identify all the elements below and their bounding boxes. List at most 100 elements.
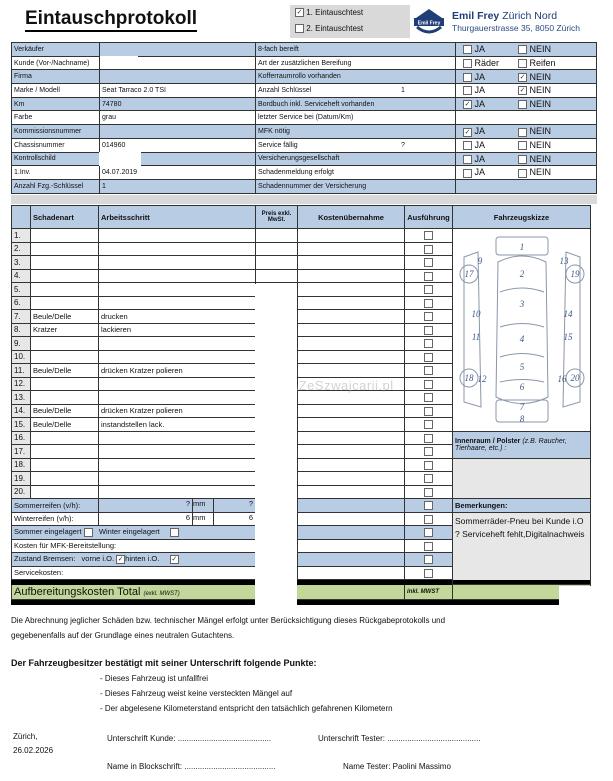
ausfuehrung-checkbox[interactable] [424, 487, 433, 497]
damage-type[interactable] [30, 444, 99, 459]
field-value[interactable]: 74780 [99, 96, 256, 112]
ausfuehrung-checkbox[interactable] [424, 474, 433, 483]
cost-cell[interactable] [297, 255, 405, 270]
cost-cell[interactable] [297, 471, 405, 486]
checkbox-nein[interactable] [518, 100, 527, 110]
ausfuehrung-checkbox[interactable] [424, 271, 433, 281]
damage-type[interactable]: Beule/Delle [30, 363, 99, 378]
field-value[interactable]: 1 [99, 178, 256, 194]
work-step[interactable] [98, 376, 256, 391]
test-option-2[interactable]: 2. Eintauschtest [295, 24, 363, 34]
price-cell[interactable] [255, 241, 298, 256]
signature-tester[interactable]: Unterschrift Tester: ...................… [318, 734, 481, 743]
cost-cell[interactable] [297, 268, 405, 283]
ausfuehrung-checkbox[interactable] [424, 244, 433, 254]
damage-type[interactable] [30, 349, 99, 364]
brakes-front-checkbox[interactable]: ✓ [116, 555, 126, 564]
damage-type[interactable] [30, 390, 99, 405]
checkbox-nein[interactable]: ✓ [518, 86, 527, 96]
remarks-text[interactable]: Sommerräder-Pneu bei Kunde i.O ? Service… [452, 511, 591, 585]
cost-cell[interactable] [297, 336, 405, 351]
price-cell[interactable] [255, 228, 298, 243]
checkbox-nein[interactable]: ✓ [518, 72, 527, 82]
field-value[interactable]: Seat Tarraco 2.0 TSI [99, 83, 256, 98]
field-value[interactable]: 04.07.2019 [99, 165, 256, 180]
cost-cell[interactable] [297, 228, 405, 243]
cost-cell[interactable] [297, 241, 405, 256]
checkbox-ja[interactable] [463, 86, 472, 96]
checkbox-ja[interactable] [463, 154, 472, 164]
work-step[interactable] [98, 349, 256, 364]
damage-type[interactable]: Beule/Delle [30, 309, 99, 324]
cost-cell[interactable] [297, 322, 405, 337]
ausfuehrung-checkbox[interactable] [424, 406, 433, 416]
cost-cell[interactable] [297, 417, 405, 432]
ausfuehrung-checkbox[interactable] [424, 258, 433, 267]
damage-type[interactable] [30, 241, 99, 256]
ausfuehrung-checkbox[interactable] [424, 460, 433, 470]
checkbox-nein[interactable] [518, 127, 527, 137]
work-step[interactable] [98, 471, 256, 486]
field-value[interactable] [99, 69, 256, 85]
checkbox-räder[interactable] [463, 59, 472, 69]
checkbox-ja[interactable] [463, 45, 472, 55]
work-step[interactable] [98, 444, 256, 459]
ausfuehrung-checkbox[interactable] [424, 447, 433, 456]
cost-cell[interactable] [297, 484, 405, 499]
ausfuehrung-checkbox[interactable] [424, 325, 433, 335]
damage-type[interactable]: Kratzer [30, 322, 99, 337]
ausfuehrung-checkbox[interactable] [424, 352, 433, 362]
work-step[interactable]: drücken Kratzer polieren [98, 403, 256, 418]
work-step[interactable]: drucken [98, 309, 256, 324]
damage-type[interactable] [30, 336, 99, 351]
ausfuehrung-checkbox[interactable] [424, 231, 433, 240]
checkbox-nein[interactable] [518, 168, 527, 178]
ausfuehrung-checkbox[interactable] [424, 541, 433, 551]
damage-type[interactable] [30, 228, 99, 243]
cost-cell[interactable] [297, 444, 405, 459]
brakes-rear-checkbox[interactable]: ✓ [169, 555, 179, 564]
work-step[interactable] [98, 457, 256, 472]
price-cell[interactable] [255, 268, 298, 283]
cost-cell[interactable] [297, 457, 405, 472]
work-step[interactable] [98, 430, 256, 445]
ausfuehrung-checkbox[interactable] [424, 433, 433, 443]
ausfuehrung-checkbox[interactable] [424, 339, 433, 348]
cost-cell[interactable] [297, 295, 405, 310]
field-value[interactable] [99, 42, 256, 57]
damage-type[interactable] [30, 282, 99, 297]
checkbox-ja[interactable] [463, 141, 472, 151]
field-value[interactable] [99, 124, 256, 139]
damage-type[interactable]: Beule/Delle [30, 403, 99, 418]
damage-type[interactable] [30, 268, 99, 283]
work-step[interactable]: lackieren [98, 322, 256, 337]
checkbox-nein[interactable] [518, 141, 527, 151]
checkbox-ja[interactable] [463, 168, 472, 178]
damage-type[interactable] [30, 255, 99, 270]
winter-stored-checkbox[interactable] [170, 528, 180, 537]
ausfuehrung-checkbox[interactable] [424, 420, 433, 429]
work-step[interactable]: drücken Kratzer polieren [98, 363, 256, 378]
damage-type[interactable] [30, 430, 99, 445]
summer-stored-checkbox[interactable] [83, 528, 93, 537]
ausfuehrung-checkbox[interactable] [424, 528, 433, 537]
ausfuehrung-checkbox[interactable] [424, 285, 433, 294]
price-cell[interactable] [255, 255, 298, 270]
ausfuehrung-checkbox[interactable] [424, 393, 433, 402]
damage-type[interactable] [30, 295, 99, 310]
work-step[interactable] [98, 295, 256, 310]
cost-cell[interactable] [297, 403, 405, 418]
checkbox-ja[interactable] [463, 72, 472, 82]
ausfuehrung-checkbox[interactable] [424, 501, 433, 510]
checkbox-ja[interactable]: ✓ [463, 127, 472, 137]
cost-cell[interactable] [297, 282, 405, 297]
damage-type[interactable] [30, 471, 99, 486]
cost-cell[interactable] [297, 363, 405, 378]
ausfuehrung-checkbox[interactable] [424, 514, 433, 524]
name-block[interactable]: Name in Blockschrift: ..................… [107, 762, 276, 771]
ausfuehrung-checkbox[interactable] [424, 555, 433, 564]
damage-type[interactable] [30, 376, 99, 391]
cost-cell[interactable] [297, 430, 405, 445]
work-step[interactable] [98, 390, 256, 405]
work-step[interactable]: instandstellen lack. [98, 417, 256, 432]
